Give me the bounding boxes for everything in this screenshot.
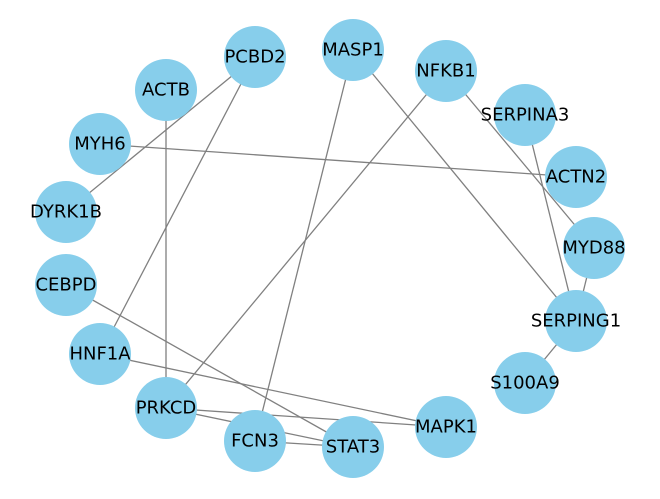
node-mapk1: MAPK1	[415, 396, 477, 458]
node-label: CEBPD	[35, 275, 96, 296]
node-masp1: MASP1	[322, 19, 384, 81]
node-actn2: ACTN2	[545, 146, 607, 208]
node-circle	[494, 84, 556, 146]
edge-pcbd2-dyrk1b	[65, 56, 256, 213]
node-myh6: MYH6	[69, 113, 131, 175]
edge-masp1-serping1	[352, 49, 577, 322]
node-label: MASP1	[322, 40, 384, 61]
node-label: MYD88	[562, 238, 625, 259]
node-label: S100A9	[490, 373, 560, 394]
node-nfkb1: NFKB1	[415, 40, 477, 102]
node-label: SERPING1	[531, 311, 621, 332]
node-circle	[35, 254, 97, 316]
node-circle	[69, 323, 131, 385]
edge-hnf1a-mapk1	[99, 353, 447, 428]
node-label: ACTN2	[546, 167, 606, 188]
node-label: NFKB1	[416, 61, 475, 82]
node-label: MAPK1	[415, 417, 477, 438]
edge-masp1-fcn3	[254, 49, 354, 442]
edges-layer	[65, 49, 595, 448]
edge-nfkb1-myd88	[445, 70, 595, 249]
node-circle	[69, 113, 131, 175]
node-circle	[415, 396, 477, 458]
edge-prkcd-mapk1	[165, 407, 447, 428]
node-hnf1a: HNF1A	[69, 323, 131, 385]
node-prkcd: PRKCD	[135, 377, 197, 439]
node-actb: ACTB	[135, 59, 197, 121]
edge-cebpd-stat3	[65, 284, 354, 448]
edge-serpina3-serping1	[524, 114, 577, 322]
node-label: DYRK1B	[30, 202, 102, 223]
node-myd88: MYD88	[562, 217, 626, 279]
node-circle	[322, 416, 384, 478]
node-s100a9: S100A9	[490, 352, 560, 414]
node-label: MYH6	[74, 134, 126, 155]
node-label: SERPINA3	[481, 105, 570, 126]
node-label: PRKCD	[136, 398, 197, 419]
node-label: STAT3	[326, 437, 380, 458]
node-fcn3: FCN3	[224, 410, 286, 472]
node-stat3: STAT3	[322, 416, 384, 478]
node-circle	[224, 410, 286, 472]
node-circle	[545, 290, 607, 352]
node-circle	[135, 377, 197, 439]
node-circle	[322, 19, 384, 81]
edge-myh6-actn2	[99, 143, 577, 178]
node-dyrk1b: DYRK1B	[30, 181, 102, 243]
node-circle	[35, 181, 97, 243]
node-circle	[545, 146, 607, 208]
edge-pcbd2-hnf1a	[99, 56, 256, 355]
node-serpina3: SERPINA3	[481, 84, 570, 146]
nodes-layer: MASP1 PCBD2 NFKB1 ACTB SERPINA3 MYH6 ACTN2 DYRK…	[30, 19, 626, 478]
node-circle	[135, 59, 197, 121]
node-label: ACTB	[142, 80, 190, 101]
node-label: FCN3	[231, 431, 279, 452]
node-cebpd: CEBPD	[35, 254, 97, 316]
node-circle	[494, 352, 556, 414]
node-circle	[224, 26, 286, 88]
node-circle	[563, 217, 625, 279]
edge-nfkb1-prkcd	[165, 70, 447, 409]
node-circle	[415, 40, 477, 102]
node-serping1: SERPING1	[531, 290, 621, 352]
node-label: HNF1A	[69, 344, 131, 365]
node-pcbd2: PCBD2	[224, 26, 286, 88]
node-label: PCBD2	[224, 47, 285, 68]
